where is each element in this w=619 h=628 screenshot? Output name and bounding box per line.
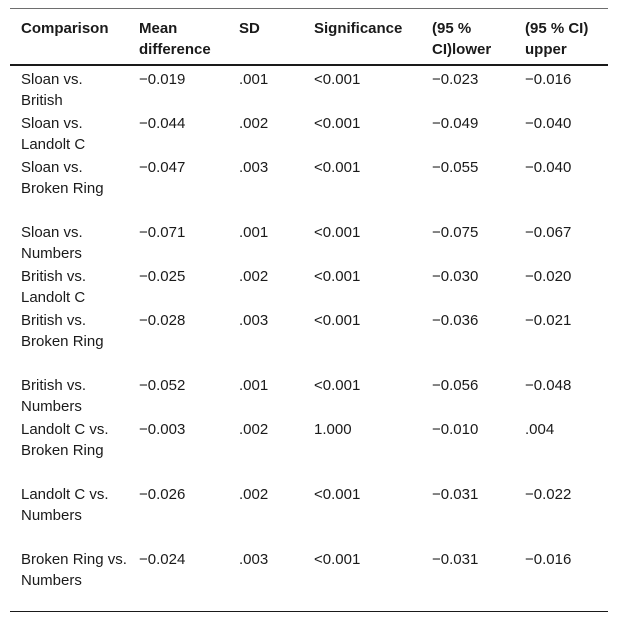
cell-ci-lower: −0.055 [432, 159, 479, 176]
cell-significance: <0.001 [314, 551, 361, 568]
cell-significance: <0.001 [314, 377, 361, 394]
cell-ci-lower: −0.031 [432, 551, 479, 568]
cell-ci-lower: −0.036 [432, 312, 479, 329]
table-row: British vs. Landolt C −0.025 .002 <0.001… [10, 263, 608, 307]
header-ci-lower: (95 % CI)lower [432, 20, 492, 58]
table-header-row: Comparison Mean difference SD Significan… [10, 9, 608, 64]
cell-comparison: Broken Ring vs. Numbers [21, 551, 127, 589]
cell-ci-upper: −0.048 [525, 377, 572, 394]
table-row: Sloan vs. Numbers −0.071 .001 <0.001 −0.… [10, 219, 608, 263]
cell-ci-upper: −0.021 [525, 312, 572, 329]
cell-mean-difference: −0.024 [139, 551, 186, 568]
cell-comparison: British vs. Numbers [21, 377, 87, 415]
table-top-rule [10, 8, 608, 9]
cell-ci-upper: −0.040 [525, 159, 572, 176]
cell-sd: .002 [239, 421, 269, 438]
cell-ci-lower: −0.023 [432, 71, 479, 88]
cell-mean-difference: −0.052 [139, 377, 186, 394]
cell-ci-upper: −0.016 [525, 551, 572, 568]
cell-ci-lower: −0.010 [432, 421, 479, 438]
cell-sd: .001 [239, 224, 269, 241]
cell-ci-upper: −0.040 [525, 115, 572, 132]
cell-comparison: British vs. Broken Ring [21, 312, 104, 350]
header-comparison: Comparison [21, 20, 109, 37]
cell-sd: .003 [239, 551, 269, 568]
cell-sd: .001 [239, 377, 269, 394]
cell-ci-lower: −0.075 [432, 224, 479, 241]
table-row: Broken Ring vs. Numbers −0.024 .003 <0.0… [10, 546, 608, 611]
cell-comparison: Sloan vs. Landolt C [21, 115, 86, 153]
cell-mean-difference: −0.026 [139, 486, 186, 503]
cell-mean-difference: −0.028 [139, 312, 186, 329]
cell-comparison: Sloan vs. British [21, 71, 83, 109]
cell-mean-difference: −0.025 [139, 268, 186, 285]
cell-comparison: Sloan vs. Numbers [21, 224, 83, 262]
cell-significance: <0.001 [314, 224, 361, 241]
header-sd: SD [239, 20, 260, 37]
cell-comparison: Sloan vs. Broken Ring [21, 159, 104, 197]
cell-sd: .002 [239, 268, 269, 285]
cell-sd: .002 [239, 115, 269, 132]
cell-significance: <0.001 [314, 159, 361, 176]
cell-ci-upper: −0.016 [525, 71, 572, 88]
cell-ci-upper: −0.067 [525, 224, 572, 241]
table-row: Sloan vs. British −0.019 .001 <0.001 −0.… [10, 66, 608, 110]
cell-comparison: Landolt C vs. Broken Ring [21, 421, 109, 459]
table-row: Sloan vs. Broken Ring −0.047 .003 <0.001… [10, 154, 608, 219]
cell-ci-lower: −0.056 [432, 377, 479, 394]
table-row: British vs. Numbers −0.052 .001 <0.001 −… [10, 372, 608, 416]
cell-significance: <0.001 [314, 71, 361, 88]
cell-sd: .003 [239, 159, 269, 176]
cell-mean-difference: −0.019 [139, 71, 186, 88]
header-ci-upper: (95 % CI) upper [525, 20, 589, 58]
cell-comparison: Landolt C vs. Numbers [21, 486, 109, 524]
table-header-rule [10, 64, 608, 66]
cell-significance: 1.000 [314, 421, 352, 438]
table-row: Sloan vs. Landolt C −0.044 .002 <0.001 −… [10, 110, 608, 154]
cell-significance: <0.001 [314, 312, 361, 329]
cell-sd: .003 [239, 312, 269, 329]
cell-comparison: British vs. Landolt C [21, 268, 87, 306]
header-significance: Significance [314, 20, 403, 37]
cell-significance: <0.001 [314, 115, 361, 132]
cell-ci-upper: .004 [525, 421, 555, 438]
table-row: Landolt C vs. Numbers −0.026 .002 <0.001… [10, 481, 608, 546]
cell-ci-lower: −0.030 [432, 268, 479, 285]
cell-ci-lower: −0.049 [432, 115, 479, 132]
table-row: British vs. Broken Ring −0.028 .003 <0.0… [10, 307, 608, 372]
cell-mean-difference: −0.044 [139, 115, 186, 132]
table-bottom-rule [10, 611, 608, 612]
cell-ci-upper: −0.020 [525, 268, 572, 285]
cell-ci-upper: −0.022 [525, 486, 572, 503]
table-row: Landolt C vs. Broken Ring −0.003 .002 1.… [10, 416, 608, 481]
cell-sd: .002 [239, 486, 269, 503]
comparison-table: Comparison Mean difference SD Significan… [10, 8, 608, 612]
header-mean-difference: Mean difference [139, 20, 211, 58]
cell-ci-lower: −0.031 [432, 486, 479, 503]
cell-mean-difference: −0.003 [139, 421, 186, 438]
cell-mean-difference: −0.071 [139, 224, 186, 241]
cell-significance: <0.001 [314, 268, 361, 285]
cell-mean-difference: −0.047 [139, 159, 186, 176]
cell-sd: .001 [239, 71, 269, 88]
cell-significance: <0.001 [314, 486, 361, 503]
